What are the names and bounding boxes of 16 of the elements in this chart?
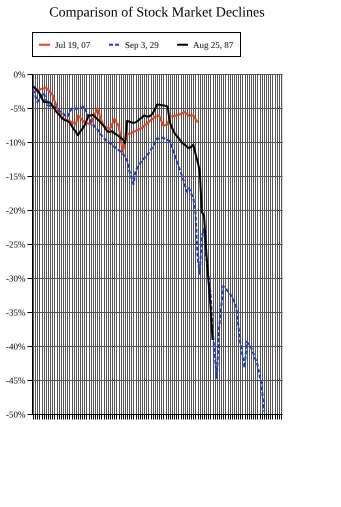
- y-tick-label: -30%: [6, 274, 26, 284]
- y-tick-label: -5%: [10, 104, 26, 114]
- chart-title: Comparison of Stock Market Declines: [49, 6, 265, 20]
- y-tick-label: -25%: [6, 240, 26, 250]
- y-tick-label: -45%: [6, 376, 26, 386]
- y-tick-label: -10%: [6, 138, 26, 148]
- legend-label: Jul 19, 07: [55, 40, 91, 50]
- line-series: [32, 88, 265, 412]
- y-tick-label: -15%: [6, 172, 26, 182]
- y-tick-label: 0%: [14, 70, 26, 80]
- y-tick-label: -50%: [6, 410, 26, 420]
- y-tick-label: -20%: [6, 206, 26, 216]
- y-tick-label: -35%: [6, 308, 26, 318]
- legend-label: Aug 25, 87: [193, 40, 234, 50]
- y-tick-label: -40%: [6, 342, 26, 352]
- legend-label: Sep 3, 29: [125, 40, 160, 50]
